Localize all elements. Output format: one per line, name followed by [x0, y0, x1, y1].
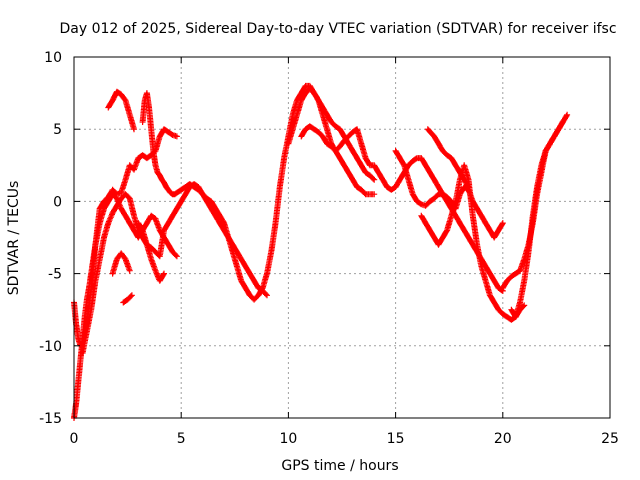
data-point-markers: [508, 302, 528, 320]
x-tick-label: 15: [387, 431, 405, 447]
y-tick-label: -10: [39, 339, 62, 355]
data-point-markers: [120, 292, 135, 306]
data-point-markers: [285, 85, 378, 198]
y-tick-label: -15: [39, 411, 62, 427]
y-tick-label: 5: [53, 122, 62, 138]
data-point-markers: [109, 250, 133, 277]
x-tick-label: 20: [494, 431, 512, 447]
x-tick-label: 5: [177, 431, 186, 447]
axis-ticks: 0 5 10 15 20 25 -15 -10 -5 0 5 10: [39, 50, 619, 447]
chart-title: Day 012 of 2025, Sidereal Day-to-day VTE…: [59, 21, 616, 37]
data-point-markers: [424, 126, 472, 190]
series-track-15: [508, 302, 528, 320]
data-point-markers: [139, 90, 270, 299]
y-tick-label: 10: [44, 50, 62, 66]
plot-frame: [73, 56, 611, 419]
data-points: [71, 82, 571, 421]
x-tick-label: 0: [70, 431, 79, 447]
series-track-7: [120, 292, 135, 306]
series-track-9: [285, 85, 378, 198]
series-track-5: [139, 90, 270, 299]
grid-lines: [74, 57, 610, 418]
y-axis-label: SDTVAR / TECUs: [6, 181, 22, 296]
series-track-8: [135, 220, 167, 284]
y-tick-label: -5: [48, 267, 62, 283]
series-track-4: [105, 88, 137, 133]
series-track-14: [499, 111, 571, 291]
data-point-markers: [71, 191, 180, 421]
series-track-13: [424, 126, 472, 190]
y-tick-label: 0: [53, 194, 62, 210]
series-track-6: [109, 250, 133, 277]
data-point-markers: [105, 88, 137, 133]
data-point-markers: [499, 111, 571, 291]
series-track-3: [79, 82, 378, 356]
x-axis-label: GPS time / hours: [281, 458, 398, 474]
x-tick-label: 25: [601, 431, 619, 447]
data-point-markers: [79, 82, 378, 356]
series-track-2: [71, 191, 180, 421]
x-tick-label: 10: [279, 431, 297, 447]
data-point-markers: [135, 220, 167, 284]
